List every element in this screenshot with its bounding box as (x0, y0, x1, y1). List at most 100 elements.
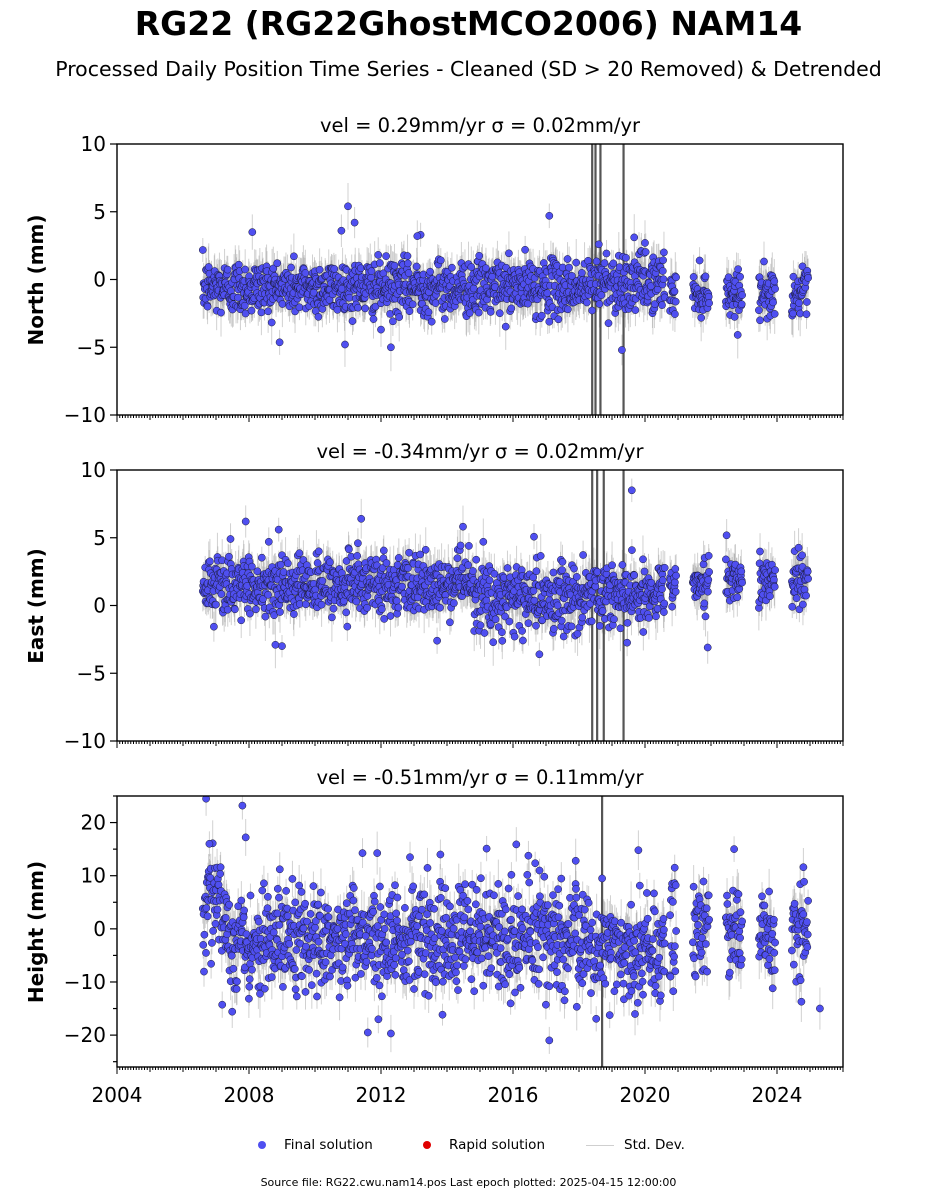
data-point (803, 298, 811, 306)
data-point (521, 245, 529, 254)
data-point (290, 610, 298, 618)
data-point (264, 307, 272, 316)
data-point (394, 554, 403, 562)
data-point (387, 343, 395, 352)
data-point (394, 603, 403, 612)
data-point (641, 239, 649, 247)
plot-area (198, 470, 812, 741)
data-point (658, 267, 667, 275)
data-point (226, 535, 235, 543)
data-point (436, 256, 445, 265)
data-point (225, 552, 233, 561)
data-point (795, 299, 803, 307)
data-point (413, 232, 422, 240)
data-point (352, 597, 361, 606)
data-point (565, 263, 573, 272)
data-point (375, 259, 384, 267)
data-point (592, 257, 601, 266)
data-point (269, 264, 278, 273)
data-point (379, 546, 388, 555)
data-point (789, 309, 797, 318)
data-point (223, 605, 232, 614)
data-point (252, 605, 260, 614)
data-point (329, 604, 338, 613)
data-point (495, 309, 504, 318)
data-point (505, 249, 513, 258)
data-point (363, 603, 371, 612)
data-point (798, 262, 807, 271)
y-tick-label: −10 (64, 403, 106, 427)
data-point (583, 298, 591, 307)
data-point (217, 308, 225, 317)
data-point (630, 233, 639, 242)
data-point (382, 252, 390, 260)
data-point (671, 297, 680, 306)
data-point (328, 613, 336, 622)
data-point (671, 310, 679, 318)
data-point (545, 317, 554, 326)
data-point (733, 331, 742, 339)
data-point (543, 289, 552, 297)
data-point (284, 559, 292, 568)
data-point (287, 263, 295, 272)
data-point (738, 291, 746, 299)
final-solution-points (198, 202, 812, 354)
data-point (704, 292, 713, 301)
data-point (659, 256, 667, 265)
data-point (431, 299, 440, 307)
data-point (295, 549, 304, 558)
data-point (672, 273, 680, 282)
data-point (267, 318, 276, 327)
y-tick-label: 5 (93, 200, 106, 224)
data-point (353, 552, 362, 560)
data-point (563, 255, 572, 263)
data-point (318, 305, 327, 313)
data-point (734, 265, 742, 274)
data-point (659, 275, 668, 284)
data-point (314, 547, 323, 556)
data-point (392, 597, 401, 605)
data-point (658, 301, 666, 309)
data-point (440, 315, 449, 323)
data-point (804, 274, 812, 282)
data-point (448, 263, 456, 272)
data-point (436, 603, 444, 612)
data-point (206, 557, 214, 566)
data-point (389, 317, 397, 326)
data-point (203, 302, 212, 311)
data-point (426, 267, 434, 276)
data-point (345, 545, 353, 554)
data-point (350, 218, 359, 227)
data-point (278, 300, 287, 308)
data-point (537, 311, 546, 320)
data-point (246, 609, 254, 618)
data-point (602, 249, 611, 258)
y-tick-label: −5 (77, 335, 106, 359)
y-axis-label: North (mm) (24, 214, 48, 345)
data-point (705, 299, 713, 307)
data-point (770, 310, 779, 318)
data-point (403, 252, 412, 260)
data-point (524, 299, 532, 308)
data-point (771, 284, 779, 293)
data-point (330, 265, 339, 273)
y-tick-label: 10 (81, 132, 106, 156)
data-point (270, 611, 278, 620)
data-point (390, 261, 399, 270)
data-point (264, 590, 272, 599)
data-point (769, 298, 777, 307)
data-point (223, 265, 232, 274)
data-point (631, 306, 640, 314)
data-point (295, 303, 304, 312)
data-point (301, 600, 310, 609)
data-point (231, 605, 239, 614)
chart-title: RG22 (RG22GhostMCO2006) NAM14 (134, 4, 803, 43)
data-point (234, 293, 242, 302)
data-point (572, 258, 581, 267)
data-point (354, 303, 362, 312)
data-point (341, 340, 349, 349)
data-point (369, 315, 378, 323)
data-point (382, 559, 391, 567)
data-point (697, 313, 706, 322)
